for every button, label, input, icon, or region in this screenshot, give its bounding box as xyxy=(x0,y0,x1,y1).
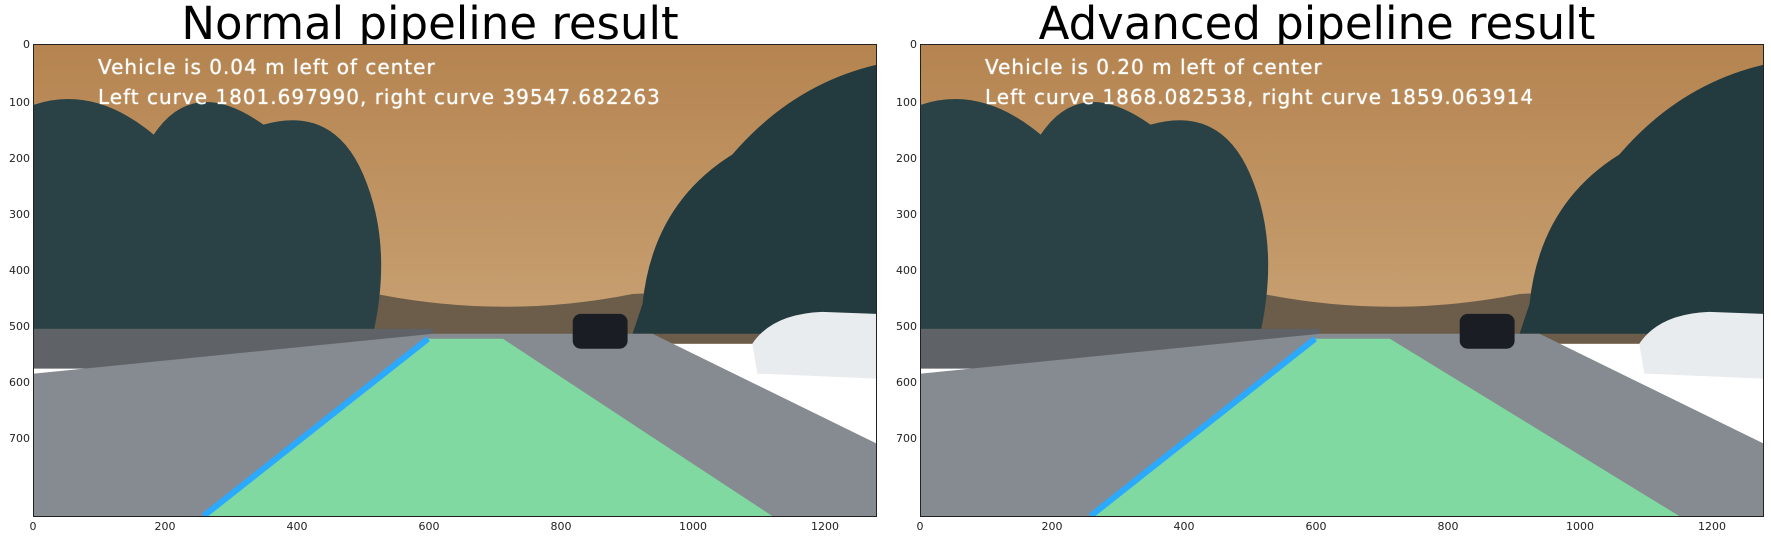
y-tick-label: 100 xyxy=(9,96,30,109)
y-tick-label: 700 xyxy=(896,432,917,445)
image-axes: Vehicle is 0.20 m left of center Left cu… xyxy=(920,44,1764,517)
x-tick-label: 1200 xyxy=(1698,520,1726,533)
x-tick-label: 1000 xyxy=(679,520,707,533)
y-tick-label: 300 xyxy=(9,208,30,221)
y-tick-label: 200 xyxy=(896,152,917,165)
x-tick-label: 800 xyxy=(1437,520,1459,533)
vehicle-offset-text: Vehicle is 0.20 m left of center xyxy=(985,55,1323,79)
y-tick-label: 400 xyxy=(9,264,30,277)
x-tick-label: 400 xyxy=(1173,520,1195,533)
y-tick-label: 600 xyxy=(9,376,30,389)
y-tick-label: 500 xyxy=(9,320,30,333)
x-tick-label: 600 xyxy=(1305,520,1327,533)
y-tick-label: 600 xyxy=(896,376,917,389)
vehicle-offset-text: Vehicle is 0.04 m left of center xyxy=(98,55,436,79)
y-tick-label: 0 xyxy=(23,38,30,51)
x-tick-label: 800 xyxy=(550,520,572,533)
road-scene-image xyxy=(34,45,876,516)
x-tick-label: 600 xyxy=(418,520,440,533)
y-tick-label: 200 xyxy=(9,152,30,165)
x-tick-label: 0 xyxy=(916,520,924,533)
panel-advanced: Advanced pipeline result Vehicle is 0.20… xyxy=(887,0,1764,542)
y-tick-label: 100 xyxy=(896,96,917,109)
image-axes: Vehicle is 0.04 m left of center Left cu… xyxy=(33,44,877,517)
y-tick-label: 500 xyxy=(896,320,917,333)
x-tick-label: 0 xyxy=(29,520,37,533)
x-tick-label: 200 xyxy=(154,520,176,533)
y-tick-label: 400 xyxy=(896,264,917,277)
y-tick-label: 300 xyxy=(896,208,917,221)
road-scene-image xyxy=(921,45,1763,516)
y-tick-label: 0 xyxy=(910,38,917,51)
panel-title: Advanced pipeline result xyxy=(1038,0,1596,50)
x-tick-label: 200 xyxy=(1041,520,1063,533)
x-tick-label: 1200 xyxy=(811,520,839,533)
x-tick-label: 1000 xyxy=(1566,520,1594,533)
curvature-text: Left curve 1868.082538, right curve 1859… xyxy=(985,85,1535,109)
panel-title: Normal pipeline result xyxy=(181,0,679,50)
panel-normal: Normal pipeline result xyxy=(0,0,877,542)
x-tick-label: 400 xyxy=(286,520,308,533)
y-tick-label: 700 xyxy=(9,432,30,445)
curvature-text: Left curve 1801.697990, right curve 3954… xyxy=(98,85,661,109)
